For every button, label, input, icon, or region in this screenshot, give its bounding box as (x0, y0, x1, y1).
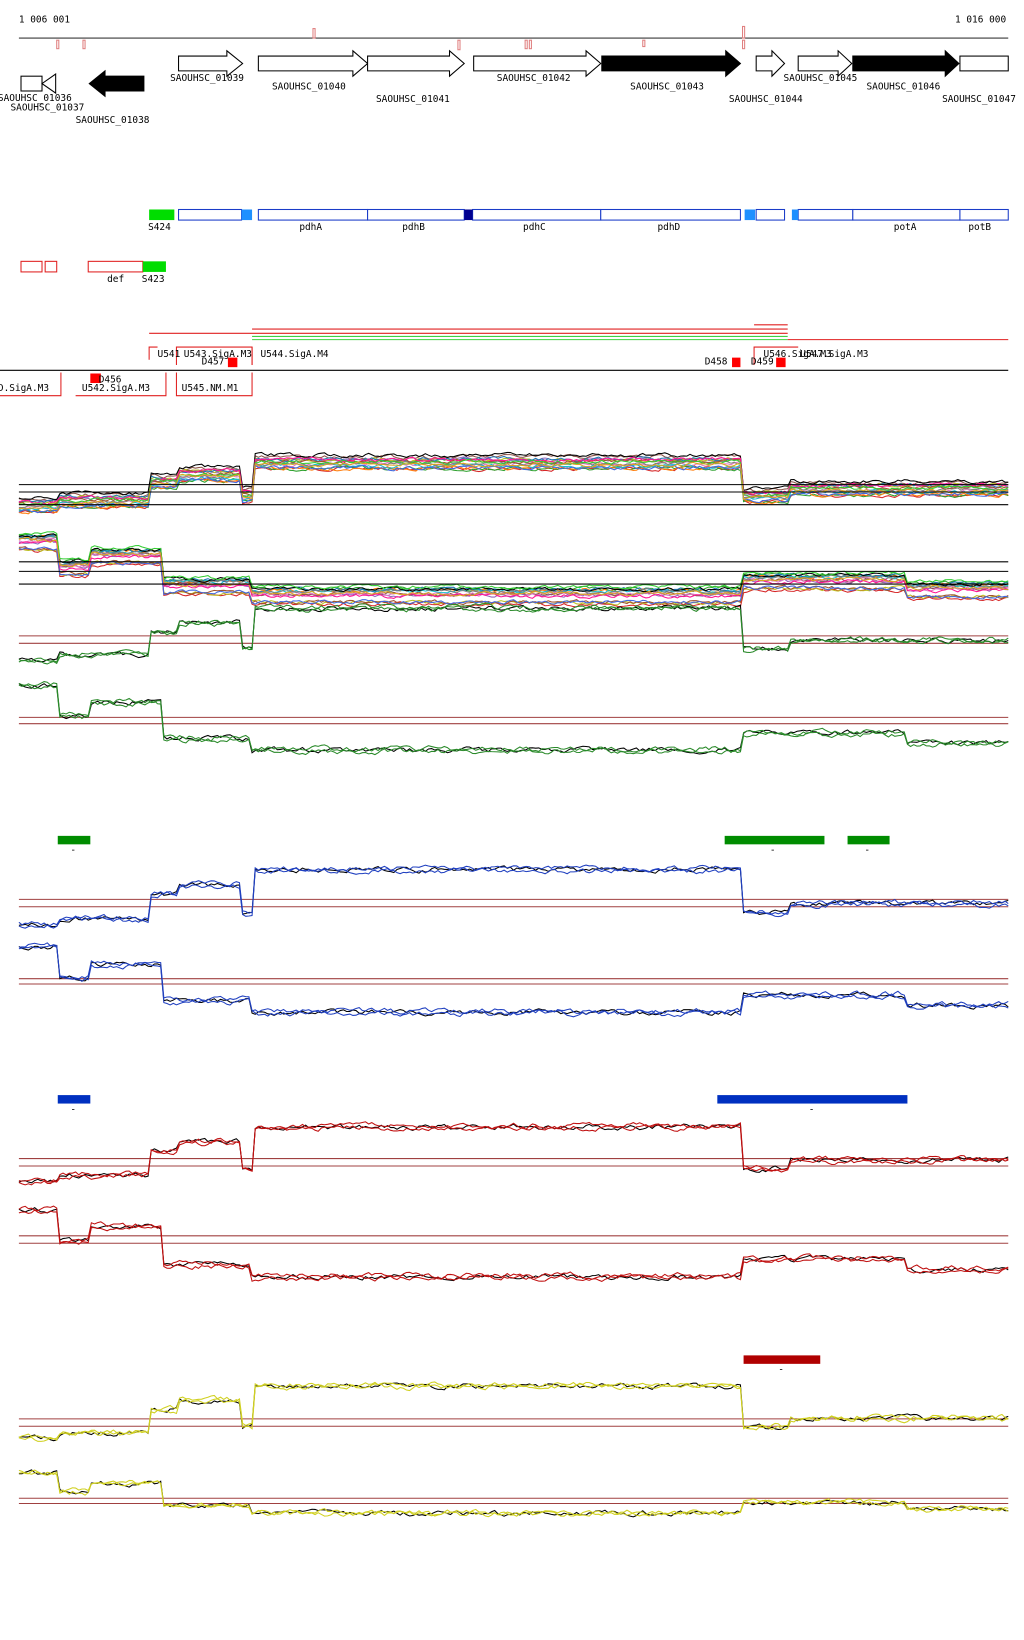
condition-label: - (864, 845, 870, 856)
profile-line (18, 535, 1009, 595)
gene-label: SAOUHSC_01039 (170, 73, 244, 84)
promoter-label: U547.SigA.M3 (800, 349, 868, 360)
gene-label: SAOUHSC_01040 (272, 81, 346, 92)
promoter-label: D456 (99, 374, 122, 385)
profile-line (18, 548, 1009, 608)
profile-line (18, 1471, 1009, 1518)
condition-label: - (70, 1104, 76, 1115)
gene-label: SAOUHSC_01044 (729, 94, 803, 105)
operon-label: pdhB (402, 222, 425, 233)
profile-line (18, 604, 1009, 663)
profile-line (18, 456, 1009, 506)
misc-label: def (107, 274, 124, 285)
condition-label: - (770, 845, 776, 856)
promoter-label: D.SigA.M3 (0, 383, 49, 394)
condition-bars (57, 835, 908, 1364)
profile-line (18, 605, 1009, 665)
promoter-label: U541 (158, 349, 181, 360)
profile-line (18, 1123, 1009, 1186)
profile-line (18, 864, 1009, 926)
ruler-marks (56, 25, 746, 51)
profile-line (18, 602, 1009, 663)
expression-tracks (18, 451, 1009, 1518)
profile-line (18, 464, 1009, 514)
profile-line (18, 536, 1009, 597)
condition-label: - (778, 1365, 784, 1376)
gene-arrows (20, 49, 1009, 98)
promoter-label: U542.SigA.M3 (82, 383, 150, 394)
profile-line (18, 865, 1009, 928)
promoter-lines (0, 324, 1009, 397)
misc-label: S423 (142, 274, 165, 285)
promoter-label: D458 (705, 356, 728, 367)
condition-label: - (70, 845, 76, 856)
profile-line (18, 546, 1009, 605)
promoter-label: D457 (202, 356, 225, 367)
operon-label: pdhD (657, 222, 680, 233)
profile-line (18, 683, 1009, 755)
gene-label: SAOUHSC_01042 (497, 73, 571, 84)
operon-label: S424 (148, 222, 171, 233)
profile-line (18, 1469, 1009, 1518)
profile-line (18, 533, 1009, 593)
promoter-label: U543.SigA.M3 (184, 349, 252, 360)
gene-label: SAOUHSC_01046 (866, 81, 940, 92)
gene-label: SAOUHSC_01047 (942, 94, 1016, 105)
profile-line (18, 536, 1009, 595)
profile-line (18, 867, 1009, 929)
profile-line (18, 944, 1009, 1017)
profile-line (18, 461, 1009, 511)
promoter-label: U546.SigA.M3 (764, 349, 832, 360)
profile-line (18, 944, 1009, 1018)
ruler-start: 1 006 001 (19, 15, 70, 26)
profile-line (18, 1382, 1009, 1442)
condition-label: - (809, 1104, 815, 1115)
profile-line (18, 684, 1009, 756)
profile-line (18, 1469, 1009, 1517)
profile-line (18, 1209, 1009, 1283)
profile-line (18, 451, 1009, 500)
gene-label: SAOUHSC_01043 (630, 81, 704, 92)
gene-label: SAOUHSC_01037 (11, 102, 85, 113)
misc-row (20, 260, 166, 273)
profile-line (18, 1205, 1009, 1280)
gene-label: SAOUHSC_01045 (783, 73, 857, 84)
profile-line (18, 1382, 1009, 1442)
operon-label: potB (968, 222, 991, 233)
gene-label: SAOUHSC_01036 (0, 93, 72, 104)
operon-label: potA (894, 222, 917, 233)
gene-label: SAOUHSC_01041 (376, 94, 450, 105)
operon-label: pdhC (523, 222, 546, 233)
gene-label: SAOUHSC_01038 (76, 115, 150, 126)
profile-line (18, 1207, 1009, 1282)
ruler-end: 1 016 000 (955, 15, 1006, 26)
promoter-label: U545.NM.M1 (182, 383, 239, 394)
profile-line (18, 1121, 1009, 1183)
promoter-label: U544.SigA.M4 (260, 349, 328, 360)
operon-label: pdhA (299, 222, 322, 233)
profile-line (18, 465, 1009, 515)
promoter-label: D459 (751, 356, 774, 367)
operon-row (149, 208, 1009, 221)
